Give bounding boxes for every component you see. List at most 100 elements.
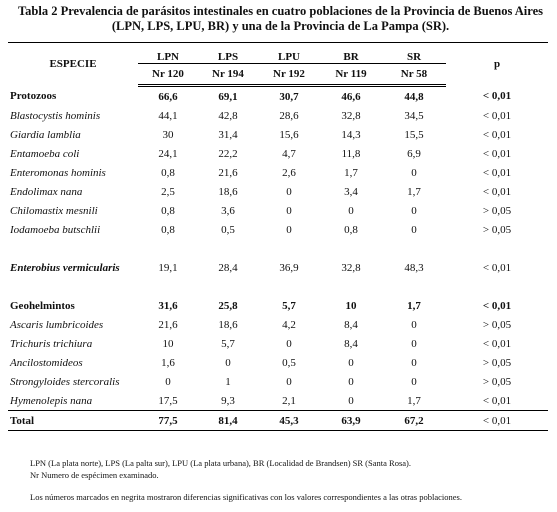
prevalence-value: 0 (225, 356, 231, 369)
prevalence-value: 0 (348, 204, 354, 217)
prevalence-value: 45,3 (258, 410, 320, 431)
footnote: LPN (La plata norte), LPS (La palta sur)… (30, 458, 411, 468)
p-value: < 0,01 (482, 299, 512, 312)
prevalence-value: 22,2 (218, 147, 238, 160)
p-value: > 0,05 (482, 375, 512, 388)
prevalence-value: 44,1 (158, 109, 178, 122)
species-name: Iodamoeba butschlii (10, 223, 101, 236)
prevalence-value: 19,1 (158, 261, 178, 274)
prevalence-value: 15,6 (279, 128, 299, 141)
prevalence-value: 21,6 (158, 318, 178, 331)
prevalence-value: 63,9 (320, 410, 382, 431)
species-name: Protozoos (10, 89, 57, 102)
prevalence-value: 0 (411, 318, 417, 331)
prevalence-value: 0,5 (282, 356, 296, 369)
prevalence-value: 15,5 (404, 128, 424, 141)
species-name: Geohelmintos (10, 299, 75, 312)
table-title: Tabla 2 Prevalencia de parásitos intesti… (17, 4, 544, 33)
p-value: < 0,01 (482, 261, 512, 274)
prevalence-value: 5,7 (221, 337, 235, 350)
prevalence-value: 32,8 (341, 261, 361, 274)
table-row: Chilomastix mesnili 0,8 3,6 0 0 0 > 0,05 (8, 201, 548, 220)
table-row: Endolimax nana 2,5 18,6 0 3,4 1,7 < 0,01 (8, 182, 548, 201)
column-header: p (446, 42, 548, 86)
p-value: > 0,05 (482, 204, 512, 217)
prevalence-value: 0,5 (221, 223, 235, 236)
prevalence-value: 32,8 (341, 109, 361, 122)
prevalence-value: 6,9 (407, 147, 421, 160)
prevalence-value: 0 (411, 337, 417, 350)
p-value: < 0,01 (446, 410, 548, 431)
species-name: Ascaris lumbricoides (10, 318, 104, 331)
prevalence-value: 11,8 (341, 147, 361, 160)
column-header: SR (382, 42, 446, 64)
prevalence-value: 0 (165, 375, 171, 388)
prevalence-value: 0 (348, 375, 354, 388)
prevalence-value: 9,3 (221, 394, 235, 407)
prevalence-value: 3,6 (221, 204, 235, 217)
species-name: Enterobius vermicularis (10, 261, 120, 274)
prevalence-value: 31,6 (158, 299, 178, 312)
species-name: Ancilostomideos (10, 356, 83, 369)
prevalence-value: 0 (286, 204, 292, 217)
prevalence-value: 0,8 (161, 223, 175, 236)
table-row: Ancilostomideos 1,6 0 0,5 0 0 > 0,05 (8, 353, 548, 372)
prevalence-value: 25,8 (218, 299, 238, 312)
sample-size: Nr 58 (382, 63, 446, 87)
species-name: Chilomastix mesnili (10, 204, 98, 217)
prevalence-value: 10 (162, 337, 174, 350)
prevalence-value: 44,8 (404, 90, 424, 103)
prevalence-value: 14,3 (341, 128, 361, 141)
sample-size: Nr 119 (320, 63, 382, 87)
table-row: Strongyloides stercoralis 0 1 0 0 0 > 0,05 (8, 372, 548, 391)
sample-size: Nr 194 (198, 63, 258, 87)
prevalence-value: 0 (286, 185, 292, 198)
spacer-row (8, 277, 548, 296)
column-header: BR (320, 42, 382, 64)
prevalence-value: 0 (411, 204, 417, 217)
prevalence-value: 42,8 (218, 109, 238, 122)
species-name: Endolimax nana (10, 185, 83, 198)
species-name: Trichuris trichiura (10, 337, 93, 350)
prevalence-value: 0 (411, 223, 417, 236)
prevalence-value: 10 (345, 299, 357, 312)
prevalence-value: 0 (411, 356, 417, 369)
sample-size: Nr 192 (258, 63, 320, 87)
prevalence-value: 48,3 (404, 261, 424, 274)
species-name: Entamoeba coli (10, 147, 80, 160)
table-row: Blastocystis hominis 44,1 42,8 28,6 32,8 34,5… (8, 106, 548, 125)
table-row: Entamoeba coli 24,1 22,2 4,7 11,8 6,9 < 0,01 (8, 144, 548, 163)
column-header-text: LPS (217, 51, 239, 63)
p-value: > 0,05 (482, 223, 512, 236)
prevalence-value: 8,4 (344, 337, 358, 350)
spacer-row (8, 239, 548, 258)
prevalence-value: 0 (348, 356, 354, 369)
prevalence-value: 31,4 (218, 128, 238, 141)
table-row: Enterobius vermicularis 19,1 28,4 36,9 32,8 4… (8, 258, 548, 277)
prevalence-value: 28,4 (218, 261, 238, 274)
prevalence-value: 30 (162, 128, 174, 141)
prevalence-value: 67,2 (382, 410, 446, 431)
column-header: LPS (198, 42, 258, 64)
footnote: Los números marcados en negrita mostraro… (30, 492, 462, 502)
sample-size: Nr 120 (138, 63, 198, 87)
column-header-text: LPN (157, 51, 179, 63)
prevalence-value: 18,6 (218, 318, 238, 331)
species-name: Strongyloides stercoralis (10, 375, 120, 388)
prevalence-value: 4,7 (282, 147, 296, 160)
species-name: Blastocystis hominis (10, 109, 101, 122)
spacer (8, 277, 548, 296)
prevalence-value: 1,7 (344, 166, 358, 179)
species-name: Giardia lamblia (10, 128, 81, 141)
prevalence-value: 46,6 (341, 90, 361, 103)
p-value: < 0,01 (482, 128, 512, 141)
subheader-row: Nr 120 Nr 194 Nr 192 Nr 119 Nr 58 (8, 63, 548, 87)
species-name: Enteromonas hominis (10, 166, 106, 179)
header-row: ESPECIE LPN LPS LPU BR SR p (8, 42, 548, 86)
table-row: Giardia lamblia 30 31,4 15,6 14,3 15,5 < 0,01 (8, 125, 548, 144)
prevalence-value: 28,6 (279, 109, 299, 122)
table-row: Protozoos 66,6 69,1 30,7 46,6 44,8 < 0,01 (8, 86, 548, 107)
footnote: Nr Numero de espécimen examinado. (30, 470, 159, 480)
table-body: Protozoos 66,6 69,1 30,7 46,6 44,8 < 0,01 Blast… (8, 86, 548, 431)
prevalence-value: 5,7 (282, 299, 296, 312)
